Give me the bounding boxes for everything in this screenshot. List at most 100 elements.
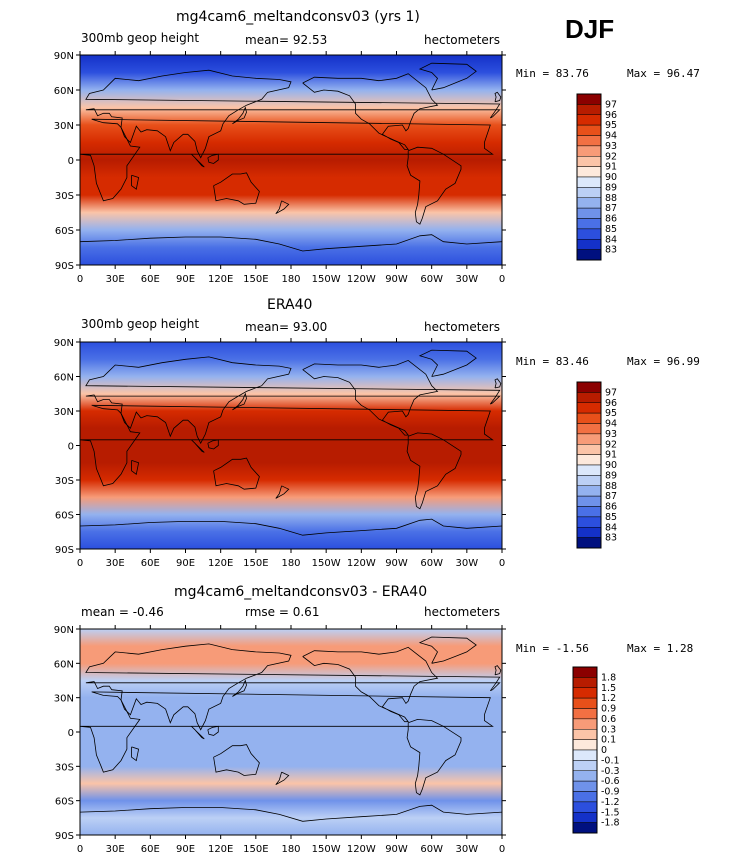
panel2-title: ERA40: [267, 297, 313, 313]
y-tick-label: 90S: [55, 831, 74, 842]
colorbar-swatch: [576, 114, 602, 126]
colorbar-swatch: [572, 749, 598, 761]
x-tick-label: 120E: [208, 558, 233, 569]
coastline: [207, 725, 219, 736]
colorbar-label: 1.2: [601, 693, 616, 704]
coastline: [494, 91, 502, 103]
coastline: [213, 172, 260, 205]
colorbar-swatch: [572, 739, 598, 751]
panel2-left-label: 300mb geop height: [81, 317, 200, 331]
x-tick-label: 120E: [208, 844, 233, 855]
colorbar-swatch: [576, 166, 602, 178]
colorbar-swatch: [576, 104, 602, 115]
colorbar-swatch: [572, 760, 598, 771]
plot-layer: 0 30E 60E 90E 120E 150E 180 150W 120W 90W 60W 30W 09…: [54, 51, 620, 855]
colorbar-label: -1.5: [601, 807, 620, 818]
colorbar-swatch: [576, 454, 602, 466]
colorbar-swatch: [576, 527, 602, 538]
x-tick-label: 90W: [385, 558, 408, 569]
colorbar-label: 88: [605, 481, 617, 492]
season-label: DJF: [565, 14, 615, 44]
coastline: [232, 106, 247, 125]
coastline: [213, 457, 260, 490]
y-tick-label: 0: [68, 728, 74, 739]
x-tick-label: 120W: [347, 274, 376, 285]
colorbar-label: -0.6: [601, 776, 620, 787]
colorbar-swatch: [576, 135, 602, 147]
x-tick-label: 30E: [106, 274, 125, 285]
x-tick-label: 60W: [420, 844, 443, 855]
panel3-right-label: hectometers: [424, 605, 500, 619]
colorbar-label: 89: [605, 470, 617, 481]
y-tick-label: 0: [68, 156, 74, 167]
x-tick-label: 180: [281, 844, 300, 855]
colorbar-label: 91: [605, 450, 617, 461]
panel2-center-label: mean= 93.00: [245, 320, 328, 334]
colorbar-label: 97: [605, 99, 617, 110]
colorbar-swatch: [576, 239, 602, 250]
colorbar-swatch: [572, 780, 598, 792]
y-tick-label: 90N: [54, 338, 74, 349]
x-tick-label: 60E: [141, 274, 160, 285]
panel3-center-label: rmse = 0.61: [245, 605, 320, 619]
colorbar-swatch: [572, 822, 598, 834]
colorbar-swatch: [572, 812, 598, 823]
colorbar-label: 90: [605, 172, 617, 183]
panel1-left-label: 300mb geop height: [81, 31, 200, 45]
colorbar-swatch: [576, 176, 602, 188]
panel2-max-label: Max = 96.99: [627, 355, 700, 368]
coastline: [494, 378, 502, 389]
panel3-min-label: Min = -1.56: [516, 642, 589, 655]
colorbar-swatch: [576, 475, 602, 486]
y-tick-label: 30S: [55, 476, 74, 487]
x-tick-label: 90E: [176, 558, 195, 569]
colorbar-swatch: [576, 444, 602, 455]
colorbar-label: 0.3: [601, 724, 616, 735]
field3-map: [80, 629, 502, 835]
colorbar-swatch: [576, 156, 602, 167]
y-tick-label: 0: [68, 442, 74, 453]
colorbar-swatch: [576, 197, 602, 209]
colorbar-swatch: [576, 249, 602, 261]
colorbar-swatch: [572, 729, 598, 740]
colorbar-swatch: [576, 506, 602, 518]
x-tick-label: 90W: [385, 274, 408, 285]
colorbar-swatch: [576, 93, 602, 105]
coastline: [406, 718, 462, 796]
colorbar-swatch: [572, 801, 598, 813]
colorbar-label: 93: [605, 141, 617, 152]
colorbar-swatch: [576, 412, 602, 424]
colorbar-swatch: [576, 124, 602, 136]
colorbar-swatch: [572, 697, 598, 709]
colorbar-swatch: [576, 218, 602, 230]
x-tick-label: 120W: [347, 844, 376, 855]
x-tick-label: 0: [77, 274, 83, 285]
x-tick-label: 0: [77, 844, 83, 855]
y-tick-label: 60S: [55, 511, 74, 522]
panel3-max-label: Max = 1.28: [627, 642, 694, 655]
panel2-colorbar-frame: [576, 381, 602, 549]
coastline: [191, 726, 205, 740]
colorbar-swatch: [576, 145, 602, 157]
colorbar-swatch: [572, 718, 598, 730]
panel1-min-label: Min = 83.76: [516, 67, 589, 80]
panel3-title: mg4cam6_meltandconsv03 - ERA40: [174, 584, 428, 600]
colorbar-swatch: [576, 495, 602, 507]
x-tick-label: 150W: [312, 558, 341, 569]
coastline: [213, 744, 260, 776]
colorbar-swatch: [576, 464, 602, 476]
y-tick-label: 60N: [54, 373, 74, 384]
colorbar-label: 87: [605, 491, 617, 502]
colorbar-label: -0.1: [601, 755, 620, 766]
coastline: [406, 432, 462, 510]
x-tick-label: 0: [499, 558, 505, 569]
coastline: [191, 153, 205, 168]
coastline: [80, 404, 494, 487]
coastline: [418, 636, 477, 664]
colorbar-swatch: [576, 423, 602, 435]
coastline: [406, 146, 462, 225]
colorbar-swatch: [572, 770, 598, 782]
x-tick-label: 150W: [312, 274, 341, 285]
colorbar-swatch: [576, 537, 602, 549]
